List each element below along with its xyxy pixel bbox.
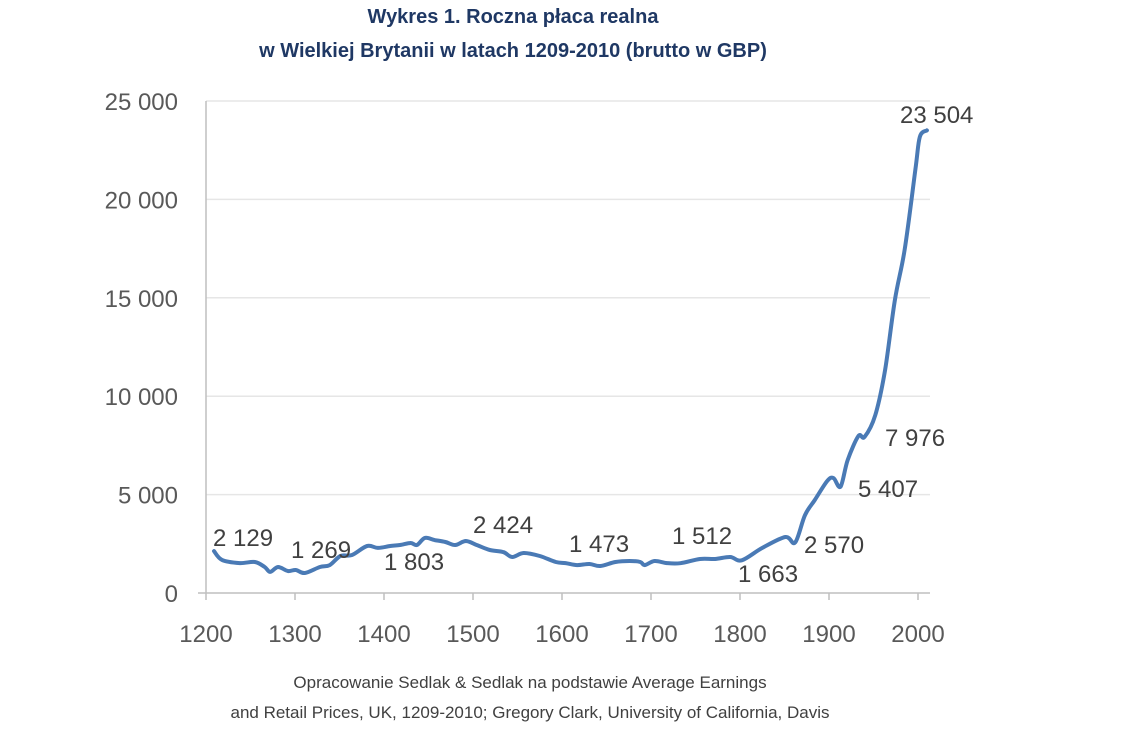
chart-title: Wykres 1. Roczna płaca realna [367,6,659,28]
x-tick-label: 1800 [713,621,766,648]
data-label: 1 512 [672,523,732,550]
data-label: 1 803 [384,549,444,576]
data-label: 5 407 [858,476,918,503]
y-tick-label: 10 000 [105,384,178,411]
y-tick-label: 0 [165,581,178,608]
y-tick-label: 15 000 [105,286,178,313]
data-label: 23 504 [900,102,973,129]
series-line [212,128,929,576]
x-tick-label: 1500 [446,621,499,648]
data-label: 2 424 [473,512,533,539]
data-label: 2 570 [804,532,864,559]
y-tick-label: 25 000 [105,89,178,116]
y-tick-label: 5 000 [118,483,178,510]
source-line-2: and Retail Prices, UK, 1209-2010; Gregor… [230,703,830,722]
data-label: 1 663 [738,561,798,588]
x-tick-label: 1400 [357,621,410,648]
x-tick-label: 1300 [268,621,321,648]
x-tick-label: 1600 [535,621,588,648]
chart-subtitle: w Wielkiej Brytanii w latach 1209-2010 (… [259,40,767,62]
x-tick-label: 2000 [891,621,944,648]
data-label: 1 473 [569,531,629,558]
data-label: 2 129 [213,525,273,552]
x-tick-label: 1200 [179,621,232,648]
data-label: 7 976 [885,425,945,452]
source-line-1: Opracowanie Sedlak & Sedlak na podstawie… [293,673,767,692]
y-tick-label: 20 000 [105,187,178,214]
x-tick-label: 1900 [802,621,855,648]
x-tick-label: 1700 [624,621,677,648]
data-label: 1 269 [291,537,351,564]
